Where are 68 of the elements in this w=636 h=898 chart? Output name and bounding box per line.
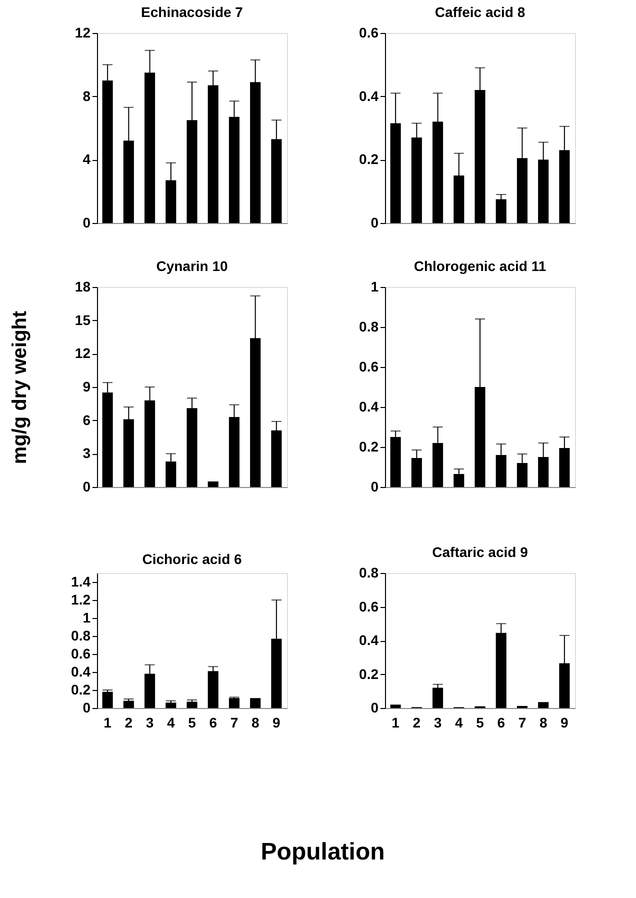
bar (208, 481, 218, 487)
y-tick-label: 0.6 (359, 598, 379, 614)
x-tick-label: 4 (166, 714, 175, 730)
y-tick-label: 0.6 (359, 24, 379, 40)
x-tick-label: 8 (539, 714, 548, 730)
y-tick-label: 3 (82, 445, 91, 462)
x-tick-label: 3 (146, 714, 154, 730)
chart-title: Chlorogenic acid 11 (414, 258, 546, 274)
y-tick-label: 0.8 (359, 564, 379, 580)
x-tick-label: 7 (518, 714, 526, 730)
y-tick-label: 12 (74, 24, 91, 40)
x-tick-label: 9 (560, 714, 569, 730)
y-tick-label: 15 (74, 312, 91, 328)
chart-title: Echinacoside 7 (141, 4, 244, 20)
y-tick-label: 0 (370, 214, 379, 230)
x-tick-label: 6 (209, 714, 218, 730)
y-tick-label: 0 (82, 478, 91, 494)
y-tick-label: 1 (370, 278, 379, 294)
y-tick-label: 0 (370, 700, 379, 716)
y-tick-label: 0.4 (359, 398, 379, 414)
x-tick-label: 1 (104, 714, 112, 730)
y-tick-label: 1.2 (71, 592, 91, 608)
y-tick-label: 0.4 (359, 88, 379, 104)
x-tick-label: 2 (412, 714, 421, 730)
chart-title: Caftaric acid 9 (432, 544, 528, 560)
y-tick-label: 0.8 (71, 628, 91, 644)
bar (390, 704, 401, 708)
bar (208, 671, 218, 708)
chart-title: Caffeic acid 8 (434, 4, 526, 20)
bar (538, 702, 549, 708)
y-tick-label: 0.2 (71, 682, 91, 698)
y-tick-label: 1 (82, 610, 91, 626)
y-tick-label: 0 (82, 214, 91, 230)
x-tick-label: 5 (188, 714, 196, 730)
bar (432, 688, 444, 708)
x-tick-label: 1 (392, 714, 400, 730)
x-tick-label: 7 (230, 714, 238, 730)
x-tick-label: 6 (497, 714, 506, 730)
y-tick-label: 0.2 (359, 666, 379, 682)
y-tick-label: 4 (82, 151, 91, 168)
y-tick-label: 0.2 (359, 438, 379, 454)
y-tick-label: 0.2 (359, 151, 379, 168)
y-tick-label: 0.6 (71, 646, 91, 662)
chart-title: Cichoric acid 6 (142, 551, 242, 567)
y-axis-title: mg/g dry weight (8, 310, 31, 464)
bar (496, 199, 506, 223)
x-tick-label: 4 (454, 714, 463, 730)
y-tick-label: 0.6 (359, 358, 379, 374)
x-tick-label: 9 (272, 714, 281, 730)
y-tick-label: 0.4 (359, 632, 379, 648)
y-tick-label: 0.4 (71, 664, 91, 680)
x-tick-label: 3 (434, 714, 442, 730)
x-tick-label: 2 (124, 714, 133, 730)
y-tick-label: 18 (74, 278, 91, 294)
bar (228, 698, 240, 708)
chart-title: Cynarin 10 (156, 258, 228, 274)
x-axis-title: Population (260, 838, 385, 866)
bar (250, 698, 261, 708)
y-tick-label: 12 (74, 345, 91, 362)
y-tick-label: 6 (82, 412, 91, 428)
y-tick-label: 9 (82, 378, 91, 394)
x-tick-label: 8 (251, 714, 260, 730)
x-tick-label: 5 (476, 714, 484, 730)
y-tick-label: 1.4 (71, 574, 91, 590)
y-tick-label: 0 (370, 478, 379, 494)
y-tick-label: 0.8 (359, 318, 379, 334)
y-tick-label: 0 (82, 700, 91, 716)
y-tick-label: 8 (82, 88, 91, 104)
